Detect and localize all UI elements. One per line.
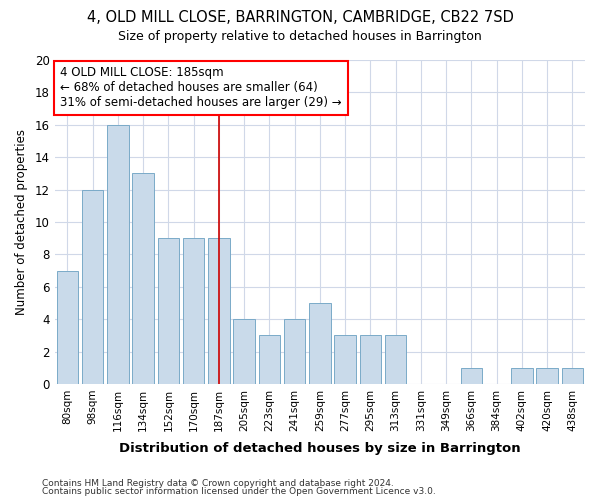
Text: Contains public sector information licensed under the Open Government Licence v3: Contains public sector information licen… — [42, 487, 436, 496]
Bar — [359, 336, 381, 384]
Bar — [107, 125, 128, 384]
Bar — [562, 368, 583, 384]
Bar — [461, 368, 482, 384]
Bar — [56, 270, 78, 384]
Bar — [233, 319, 255, 384]
Bar — [385, 336, 406, 384]
Bar — [133, 174, 154, 384]
X-axis label: Distribution of detached houses by size in Barrington: Distribution of detached houses by size … — [119, 442, 521, 455]
Bar — [183, 238, 205, 384]
Text: Contains HM Land Registry data © Crown copyright and database right 2024.: Contains HM Land Registry data © Crown c… — [42, 478, 394, 488]
Bar — [82, 190, 103, 384]
Bar — [536, 368, 558, 384]
Text: Size of property relative to detached houses in Barrington: Size of property relative to detached ho… — [118, 30, 482, 43]
Bar — [511, 368, 533, 384]
Bar — [208, 238, 230, 384]
Text: 4 OLD MILL CLOSE: 185sqm
← 68% of detached houses are smaller (64)
31% of semi-d: 4 OLD MILL CLOSE: 185sqm ← 68% of detach… — [60, 66, 342, 110]
Text: 4, OLD MILL CLOSE, BARRINGTON, CAMBRIDGE, CB22 7SD: 4, OLD MILL CLOSE, BARRINGTON, CAMBRIDGE… — [86, 10, 514, 25]
Bar — [309, 303, 331, 384]
Bar — [158, 238, 179, 384]
Bar — [284, 319, 305, 384]
Y-axis label: Number of detached properties: Number of detached properties — [15, 129, 28, 315]
Bar — [334, 336, 356, 384]
Bar — [259, 336, 280, 384]
